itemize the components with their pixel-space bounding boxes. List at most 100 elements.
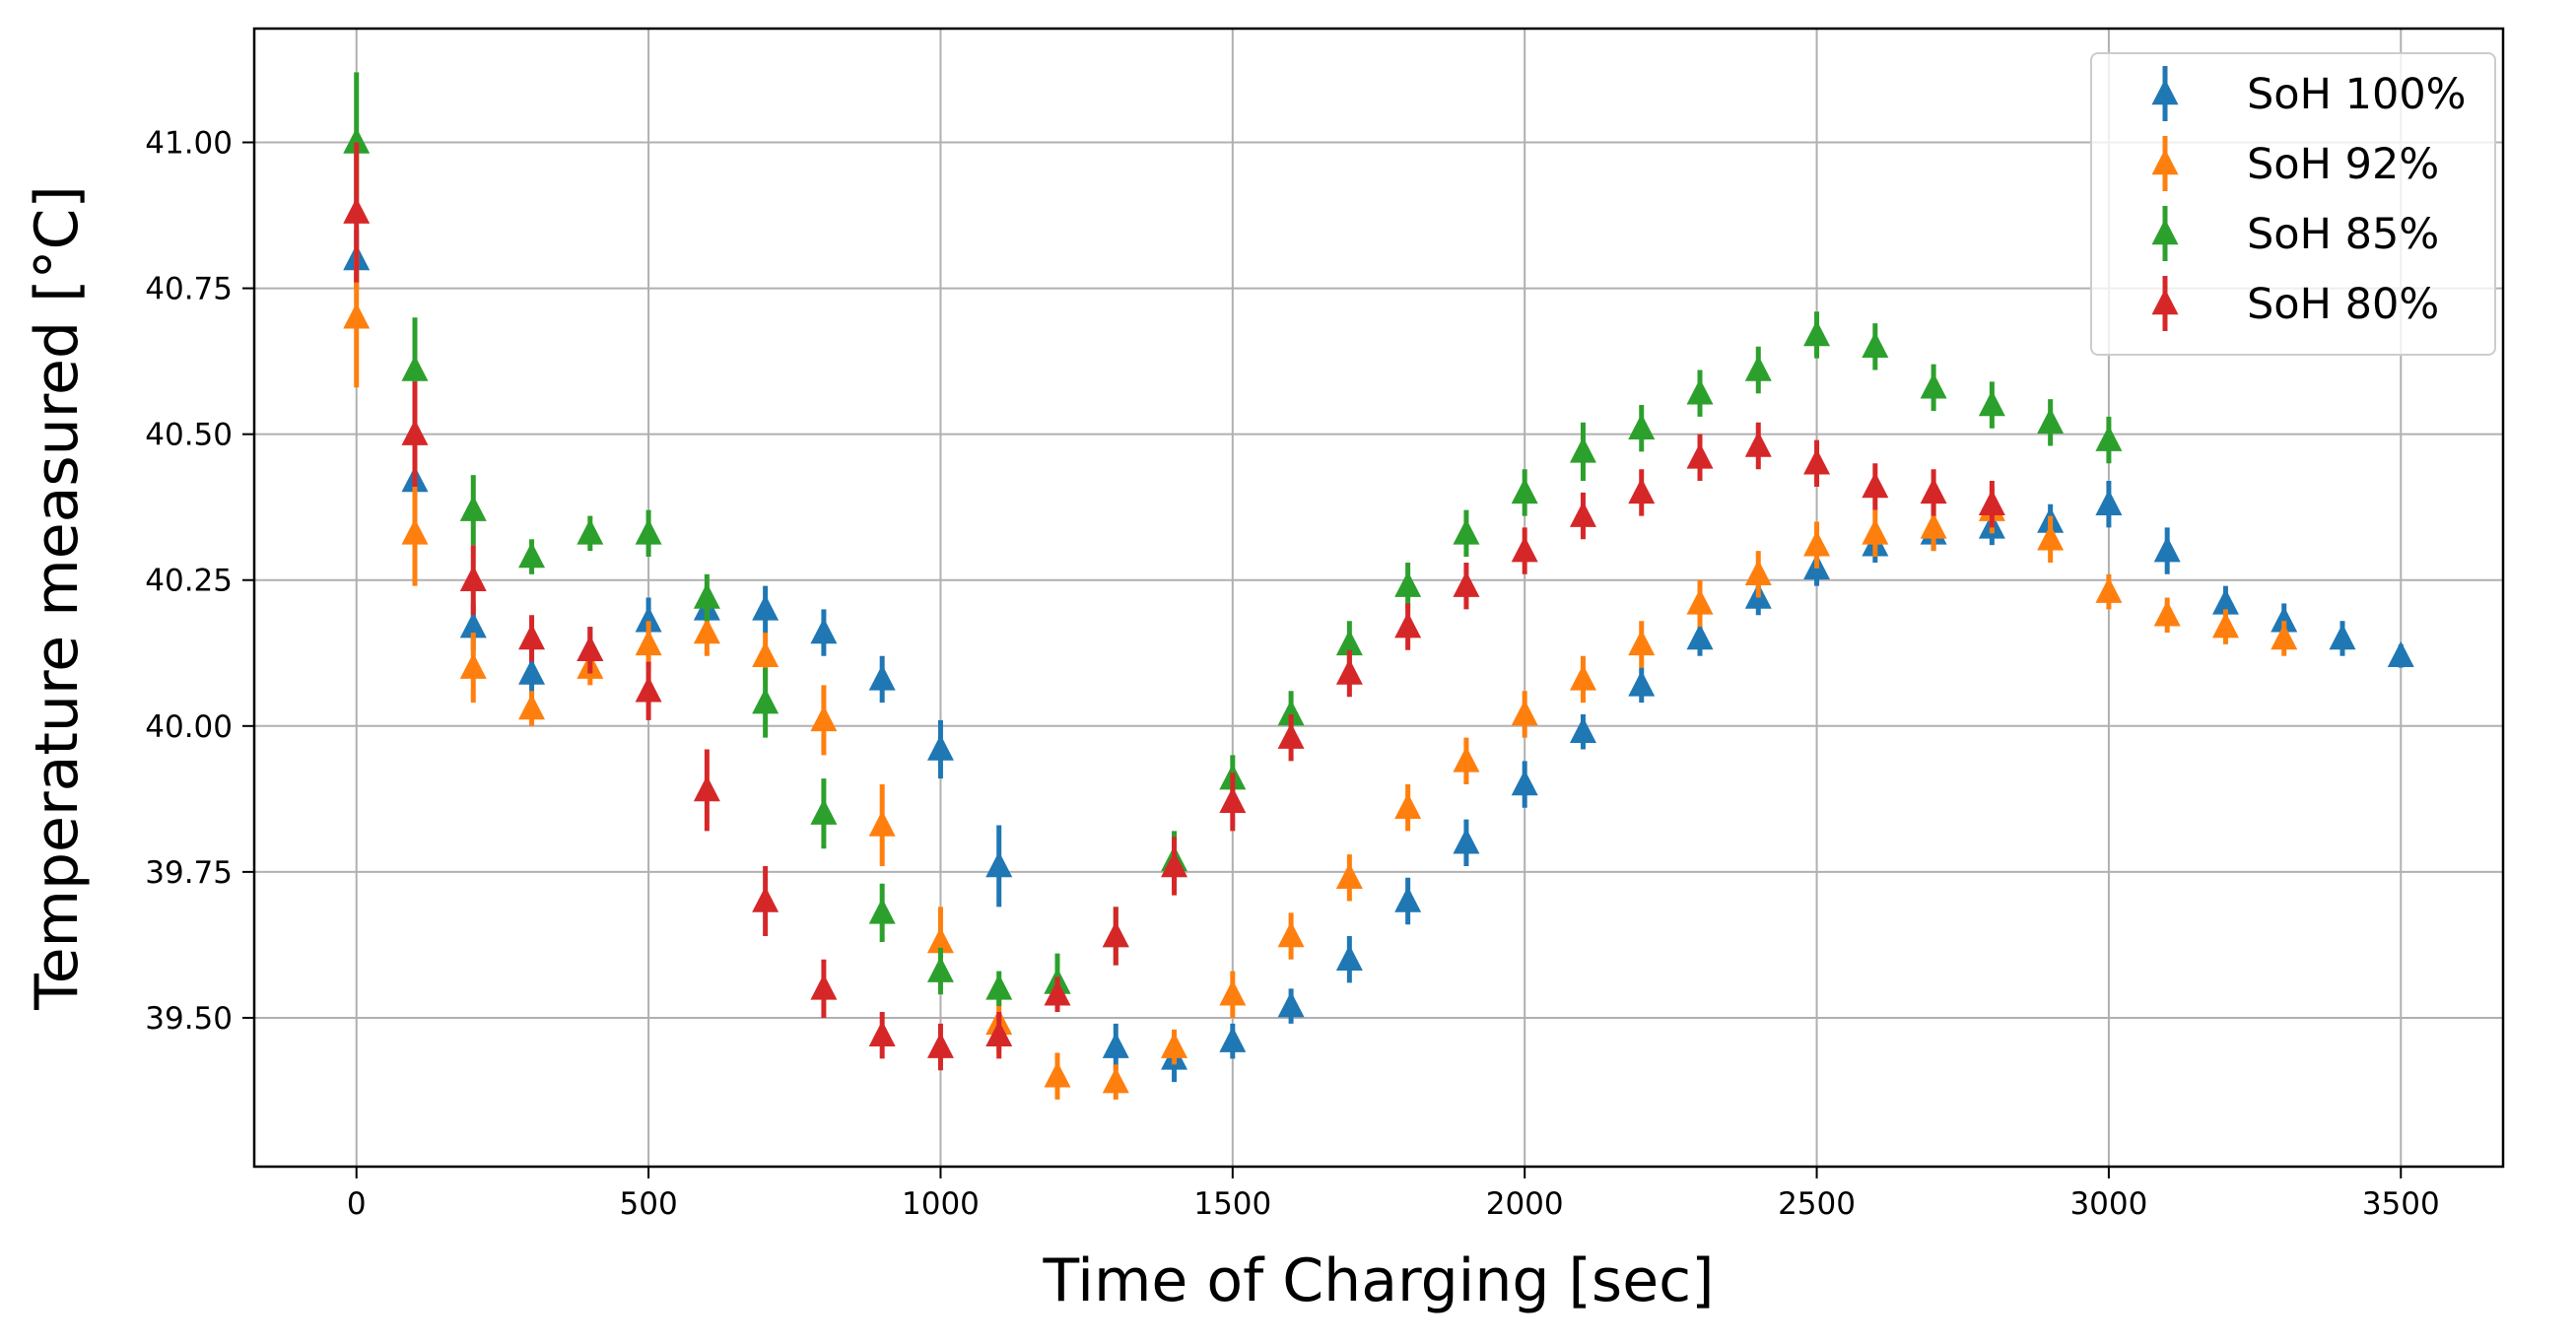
legend-entry: SoH 80% [2151,276,2439,331]
x-tick-label: 3000 [2069,1186,2147,1222]
data-point [985,974,1013,1000]
data-point [576,635,604,662]
data-point [926,956,954,982]
data-point [1628,477,1656,504]
y-tick-label: 40.25 [145,564,233,599]
series-1 [343,247,2298,1100]
data-point [1686,378,1714,405]
data-point [2329,623,2356,650]
x-axis-label: Time of Charging [sec] [1042,1246,1714,1315]
data-point [1102,1067,1129,1094]
data-point [343,127,371,154]
data-point [1277,991,1305,1018]
data-point [1335,629,1363,656]
data-point [518,542,546,569]
data-point [459,495,487,521]
data-point [459,565,487,591]
data-point [1686,442,1714,469]
data-point [985,850,1013,878]
data-point [868,810,896,837]
data-point [693,582,720,609]
data-point [985,1020,1013,1046]
series-3 [343,142,2005,1071]
data-point [810,705,838,732]
data-point [1978,390,2005,417]
legend-label: SoH 85% [2247,210,2439,259]
legend-marker [2151,219,2179,245]
data-point [752,594,780,621]
data-point [926,1032,954,1058]
data-point [459,652,487,679]
data-point [1277,699,1305,726]
data-point [518,694,546,720]
x-tick-label: 2000 [1486,1186,1564,1222]
data-point [1511,699,1538,726]
x-axis-ticks: 0 500 1000 1500 2000 2500 3000 3500 [347,1167,2440,1222]
data-point [1335,658,1363,685]
legend-label: SoH 100% [2247,70,2467,119]
data-point [1394,612,1422,638]
plot-frame [252,27,2505,1169]
legend-entry: SoH 85% [2151,206,2439,261]
data-point [1394,792,1422,819]
data-point [1744,559,1772,586]
data-point [1803,448,1831,475]
data-point [2211,588,2239,615]
data-point [1453,518,1480,545]
data-point [810,974,838,1000]
data-point [1920,512,1947,539]
data-point [1569,664,1596,691]
data-point [518,658,546,685]
data-point [2037,524,2065,551]
data-point [810,798,838,825]
data-point [635,518,662,545]
data-point [343,197,371,224]
data-point [752,886,780,912]
data-point [635,676,662,703]
data-point [1219,786,1247,814]
data-point [2095,489,2123,515]
x-tick-label: 3500 [2362,1186,2440,1222]
data-point [1453,828,1480,854]
data-point [1511,477,1538,504]
y-axis-ticks: 39.50 39.75 40.00 40.25 40.50 40.75 41.00 [145,126,254,1037]
data-point [1453,571,1480,597]
legend-label: SoH 80% [2247,280,2439,329]
y-tick-label: 40.50 [145,418,233,453]
data-point [1744,355,1772,381]
data-point [1102,921,1129,948]
data-point [1862,471,1889,499]
legend-marker [2151,289,2179,315]
data-point [1862,331,1889,359]
y-tick-label: 40.00 [145,709,233,745]
data-point [1744,431,1772,457]
data-point [2095,576,2123,603]
data-point [2153,600,2181,627]
data-point [926,926,954,954]
legend-entry: SoH 92% [2151,136,2439,191]
data-point [1628,629,1656,656]
data-point [2271,623,2298,650]
data-point [635,629,662,656]
data-point [401,355,429,381]
legend-label: SoH 92% [2247,140,2439,189]
y-tick-label: 39.75 [145,855,233,891]
x-tick-label: 1000 [902,1186,980,1222]
data-point [1453,746,1480,773]
data-point [1102,1032,1129,1058]
data-point [1335,862,1363,890]
y-tick-label: 41.00 [145,126,233,162]
data-point [343,302,371,329]
data-point [1511,536,1538,563]
x-tick-label: 0 [347,1186,367,1222]
data-point [693,774,720,802]
data-point [1686,588,1714,615]
data-point [1161,1032,1188,1058]
x-tick-label: 500 [620,1186,678,1222]
data-point [1628,413,1656,439]
legend: SoH 100% SoH 92% SoH 85% SoH 80% [2090,52,2496,356]
x-tick-label: 1500 [1193,1186,1271,1222]
data-point [752,640,780,667]
plot-series [343,72,2414,1100]
